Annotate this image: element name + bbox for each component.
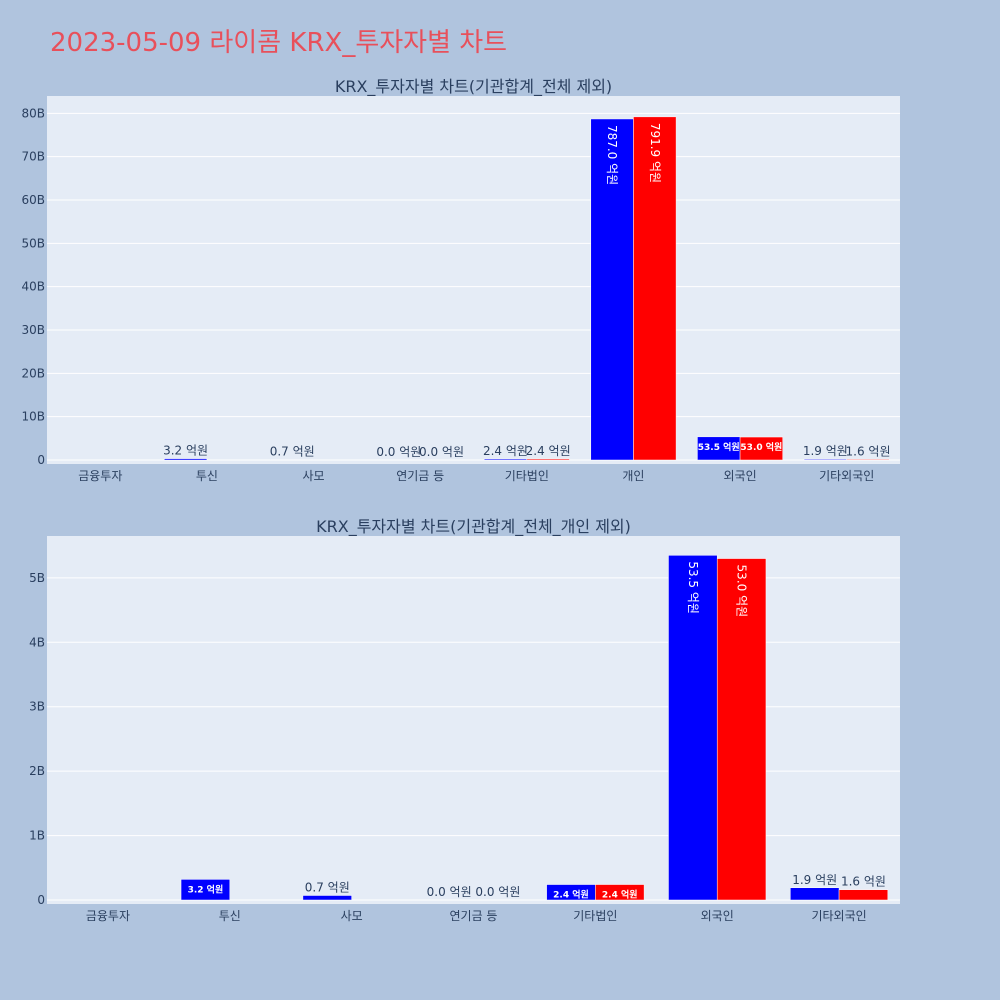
plot-area bbox=[47, 96, 900, 464]
y-tick-label: 1B bbox=[29, 829, 45, 843]
bar bbox=[803, 458, 847, 461]
bar bbox=[164, 458, 208, 461]
page-title: 2023-05-09 라이콤 KRX_투자자별 차트 bbox=[50, 28, 508, 58]
x-tick-label: 기타법인 bbox=[505, 469, 549, 483]
y-tick-label: 2B bbox=[29, 764, 45, 778]
y-tick-label: 40B bbox=[21, 280, 45, 294]
bar bbox=[716, 558, 767, 901]
y-tick-label: 70B bbox=[21, 150, 45, 164]
x-tick-label: 금융투자 bbox=[78, 469, 122, 483]
bar bbox=[739, 436, 783, 461]
x-tick-label: 기타법인 bbox=[573, 909, 617, 923]
data-label: 53.5 억원 bbox=[698, 441, 740, 453]
data-label: 791.9 억원 bbox=[648, 123, 662, 183]
y-tick-label: 30B bbox=[21, 323, 45, 337]
x-tick-label: 연기금 등 bbox=[396, 469, 444, 483]
bar bbox=[668, 555, 718, 901]
bar bbox=[483, 458, 528, 461]
x-tick-label: 외국인 bbox=[724, 469, 757, 483]
y-tick-label: 10B bbox=[21, 410, 45, 424]
chart-bottom: 0 1B 2B 3B 4B 5B KRX_투자자별 차트(기관합계_전체_개인 제외) 금융투… bbox=[29, 517, 900, 923]
y-tick-label: 80B bbox=[21, 106, 45, 120]
bar bbox=[846, 459, 890, 461]
bar bbox=[180, 879, 231, 901]
x-tick-label: 기타외국인 bbox=[811, 909, 866, 923]
y-tick-label: 4B bbox=[29, 635, 45, 649]
data-label: 2.4 억원 bbox=[526, 444, 571, 458]
data-label: 0.0 억원 bbox=[419, 445, 464, 459]
data-label: 53.5 억원 bbox=[686, 561, 700, 614]
data-label: 1.9 억원 bbox=[792, 873, 837, 887]
data-label: 2.4 억원 bbox=[483, 444, 528, 458]
data-label: 3.2 억원 bbox=[163, 444, 208, 458]
y-tick-label: 50B bbox=[21, 236, 45, 250]
x-tick-label: 사모 bbox=[341, 909, 363, 923]
y-tick-label: 0 bbox=[37, 893, 45, 907]
bar bbox=[633, 116, 677, 461]
bar bbox=[595, 884, 645, 901]
plot-area bbox=[47, 536, 900, 904]
bar bbox=[790, 887, 840, 901]
y-tick-label: 0 bbox=[37, 453, 45, 467]
y-tick-label: 60B bbox=[21, 193, 45, 207]
x-tick-label: 사모 bbox=[303, 469, 325, 483]
data-label: 53.0 억원 bbox=[740, 441, 782, 453]
chart-top: 0 10B 20B 30B 40B 50B 60B 70B 80B KRX_투자자별 차트(기관합… bbox=[21, 77, 900, 483]
y-tick-label: 5B bbox=[29, 571, 45, 585]
data-label: 3.2 억원 bbox=[188, 883, 224, 895]
data-label: 787.0 억원 bbox=[605, 125, 619, 185]
bar bbox=[526, 458, 570, 461]
data-label: 2.4 억원 bbox=[553, 889, 589, 901]
x-tick-label: 금융투자 bbox=[86, 909, 130, 923]
data-label: 2.4 억원 bbox=[602, 889, 638, 901]
data-label: 0.7 억원 bbox=[270, 445, 315, 459]
y-tick-label: 3B bbox=[29, 700, 45, 714]
x-tick-label: 개인 bbox=[622, 469, 644, 483]
chart-title: KRX_투자자별 차트(기관합계_전체_개인 제외) bbox=[316, 517, 631, 537]
x-tick-label: 기타외국인 bbox=[819, 469, 874, 483]
bar bbox=[302, 895, 352, 901]
x-tick-label: 투신 bbox=[196, 469, 218, 483]
data-label: 0.0 억원 bbox=[376, 445, 421, 459]
data-label: 1.6 억원 bbox=[841, 875, 886, 889]
bar bbox=[838, 889, 889, 901]
data-label: 1.9 억원 bbox=[803, 444, 848, 458]
x-tick-label: 연기금 등 bbox=[450, 909, 498, 923]
x-tick-label: 투신 bbox=[219, 909, 241, 923]
data-label: 0.0 억원 bbox=[427, 885, 472, 899]
data-label: 0.7 억원 bbox=[305, 880, 350, 894]
chart-title: KRX_투자자별 차트(기관합계_전체 제외) bbox=[335, 77, 612, 97]
data-label: 1.6 억원 bbox=[846, 444, 891, 458]
data-label: 0.0 억원 bbox=[475, 885, 520, 899]
y-tick-label: 20B bbox=[21, 366, 45, 380]
x-tick-label: 외국인 bbox=[701, 909, 734, 923]
data-label: 53.0 억원 bbox=[735, 565, 749, 618]
